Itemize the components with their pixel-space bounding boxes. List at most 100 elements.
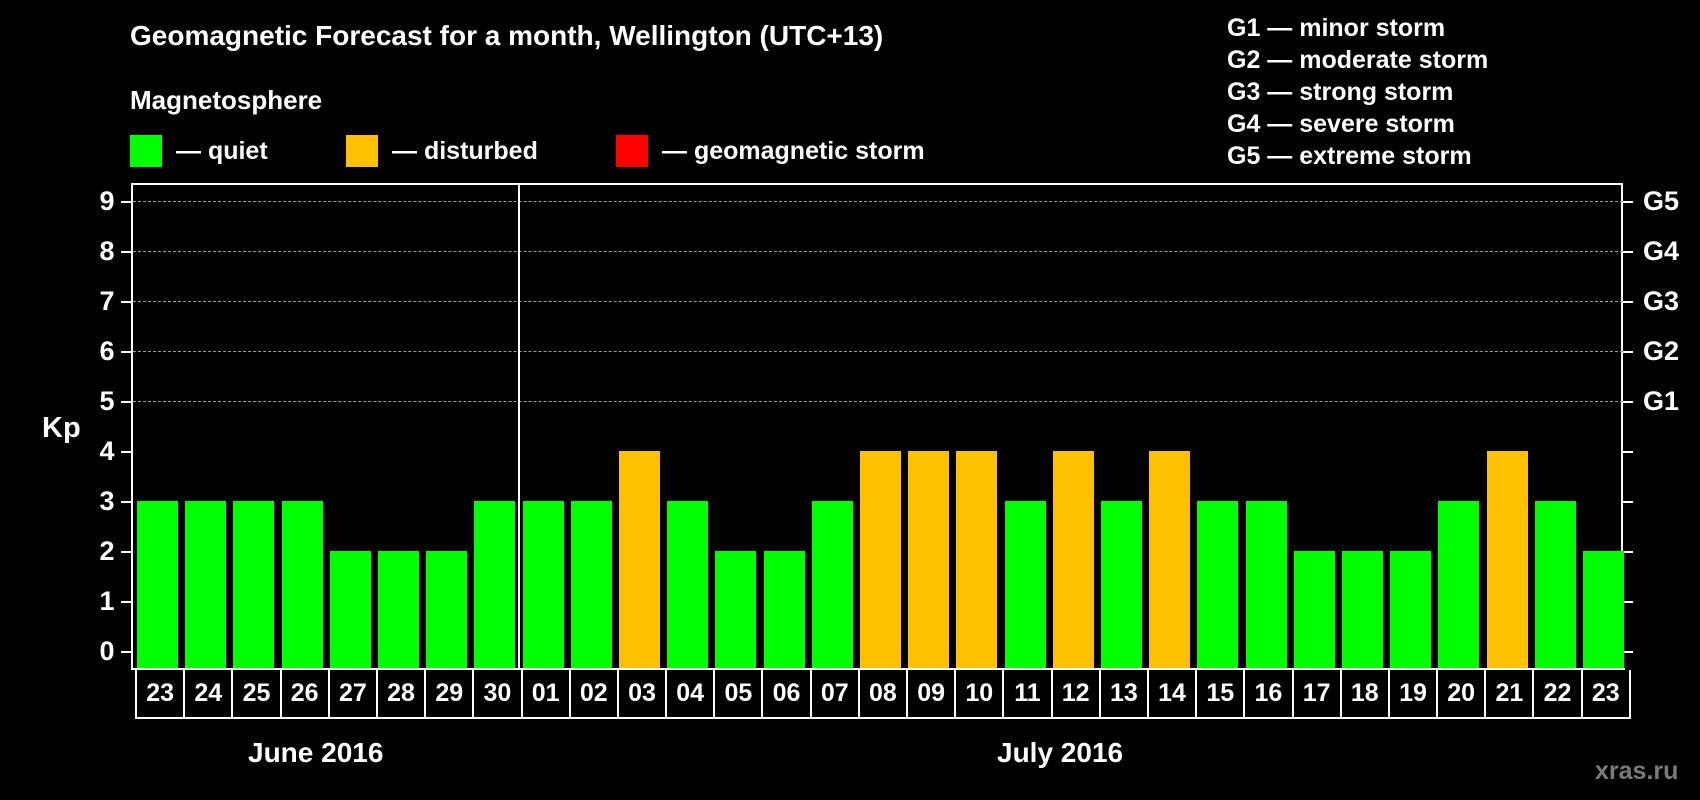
y-tick <box>121 251 131 253</box>
kp-bar-quiet <box>474 501 516 668</box>
y-tick <box>121 601 131 603</box>
y-tick-label: 0 <box>99 636 115 666</box>
y-tick-right <box>1623 501 1633 503</box>
kp-bar-quiet <box>570 501 612 668</box>
g1-legend-item: G1 — minor storm <box>1227 14 1446 42</box>
g-scale-label: G5 <box>1643 186 1680 216</box>
date-label: 26 <box>279 670 328 717</box>
date-label: 17 <box>1291 670 1340 717</box>
kp-bar-quiet <box>233 501 275 668</box>
kp-bar-quiet <box>667 501 709 668</box>
date-label: 05 <box>713 670 761 717</box>
date-label: 14 <box>1146 670 1195 717</box>
y-tick-label: 1 <box>99 586 115 616</box>
storm-swatch-icon <box>616 135 648 167</box>
y-tick-label: 7 <box>99 286 115 316</box>
date-label: 01 <box>520 670 569 717</box>
y-tick <box>121 301 131 303</box>
date-label: 10 <box>954 670 1002 717</box>
legend-disturbed-label: — disturbed <box>392 136 538 165</box>
kp-bar-quiet <box>1004 501 1046 668</box>
date-label: 21 <box>1484 670 1532 717</box>
y-tick-right <box>1623 201 1633 203</box>
kp-bar-disturbed <box>1486 451 1528 668</box>
kp-bar-quiet <box>1390 551 1432 668</box>
y-tick <box>121 501 131 503</box>
gridline <box>133 301 1623 302</box>
y-tick <box>121 651 131 653</box>
kp-bar-quiet <box>1342 551 1383 668</box>
kp-bar-quiet <box>137 501 178 668</box>
kp-bar-disturbed <box>908 451 950 668</box>
kp-bar-quiet <box>763 551 805 668</box>
date-label: 20 <box>1436 670 1484 717</box>
y-tick-right <box>1623 401 1633 403</box>
kp-bar-quiet <box>281 501 323 668</box>
g-scale-legend: G1 — minor storm G2 — moderate storm G3 … <box>1227 12 1488 172</box>
kp-bar-disturbed <box>956 451 998 668</box>
kp-bar-quiet <box>715 551 757 668</box>
kp-bar-quiet <box>1101 501 1142 668</box>
x-axis-line <box>131 668 1625 670</box>
date-label: 13 <box>1098 670 1147 717</box>
y-tick-right <box>1623 301 1633 303</box>
date-label: 04 <box>665 670 713 717</box>
y-tick-label: 8 <box>99 236 115 266</box>
date-label: 07 <box>809 670 858 717</box>
date-label: 18 <box>1339 670 1388 717</box>
kp-bar-quiet <box>811 501 853 668</box>
month-separator <box>518 183 520 670</box>
date-label: 03 <box>616 670 665 717</box>
date-label: 22 <box>1532 670 1580 717</box>
date-label: 12 <box>1050 670 1099 717</box>
date-label: 28 <box>375 670 424 717</box>
kp-bar-disturbed <box>619 451 660 668</box>
quiet-swatch-icon <box>130 135 162 167</box>
y-tick <box>121 201 131 203</box>
legend-storm-label: — geomagnetic storm <box>662 136 925 165</box>
y-tick-label: 9 <box>99 186 115 216</box>
g3-legend-item: G3 — strong storm <box>1227 78 1454 106</box>
kp-bar-quiet <box>1438 501 1480 668</box>
kp-bar-quiet <box>1583 551 1624 668</box>
kp-bar-quiet <box>329 551 371 668</box>
kp-bar-quiet <box>522 501 564 668</box>
date-label: 19 <box>1387 670 1436 717</box>
y-tick <box>121 401 131 403</box>
y-tick <box>121 551 131 553</box>
g-scale-label: G3 <box>1643 286 1680 316</box>
gridline <box>133 351 1623 352</box>
date-label: 06 <box>761 670 809 717</box>
y-tick-right <box>1623 351 1633 353</box>
kp-bar-quiet <box>185 501 227 668</box>
kp-bar-quiet <box>1293 551 1335 668</box>
g-scale-label: G2 <box>1643 336 1680 366</box>
g-scale-label: G4 <box>1643 236 1680 266</box>
y-tick-right <box>1623 551 1633 553</box>
y-tick-right <box>1623 651 1633 653</box>
date-label: 23 <box>146 679 174 707</box>
kp-bar-disturbed <box>1149 451 1191 668</box>
date-label: 02 <box>568 670 617 717</box>
kp-bar-quiet <box>1197 501 1239 668</box>
g2-legend-item: G2 — moderate storm <box>1227 46 1489 74</box>
legend-quiet-label: — quiet <box>176 136 268 165</box>
date-label: 30 <box>472 670 520 717</box>
gridline <box>133 201 1623 202</box>
kp-bar-quiet <box>378 551 419 668</box>
date-label: 23 <box>1580 670 1629 717</box>
kp-bar-disturbed <box>1052 451 1094 668</box>
date-label: 24 <box>183 670 231 717</box>
legend-quiet: — quiet <box>130 135 268 167</box>
y-tick-label: 5 <box>99 386 115 416</box>
y-tick <box>121 451 131 453</box>
date-label: 27 <box>327 670 376 717</box>
y-tick-right <box>1623 451 1633 453</box>
date-label: 09 <box>906 670 954 717</box>
date-label: 11 <box>1002 670 1050 717</box>
kp-bar-quiet <box>1534 501 1576 668</box>
disturbed-swatch-icon <box>346 135 378 167</box>
date-label: 16 <box>1243 670 1291 717</box>
date-label: 25 <box>231 670 279 717</box>
month-label-june: June 2016 <box>248 737 384 768</box>
